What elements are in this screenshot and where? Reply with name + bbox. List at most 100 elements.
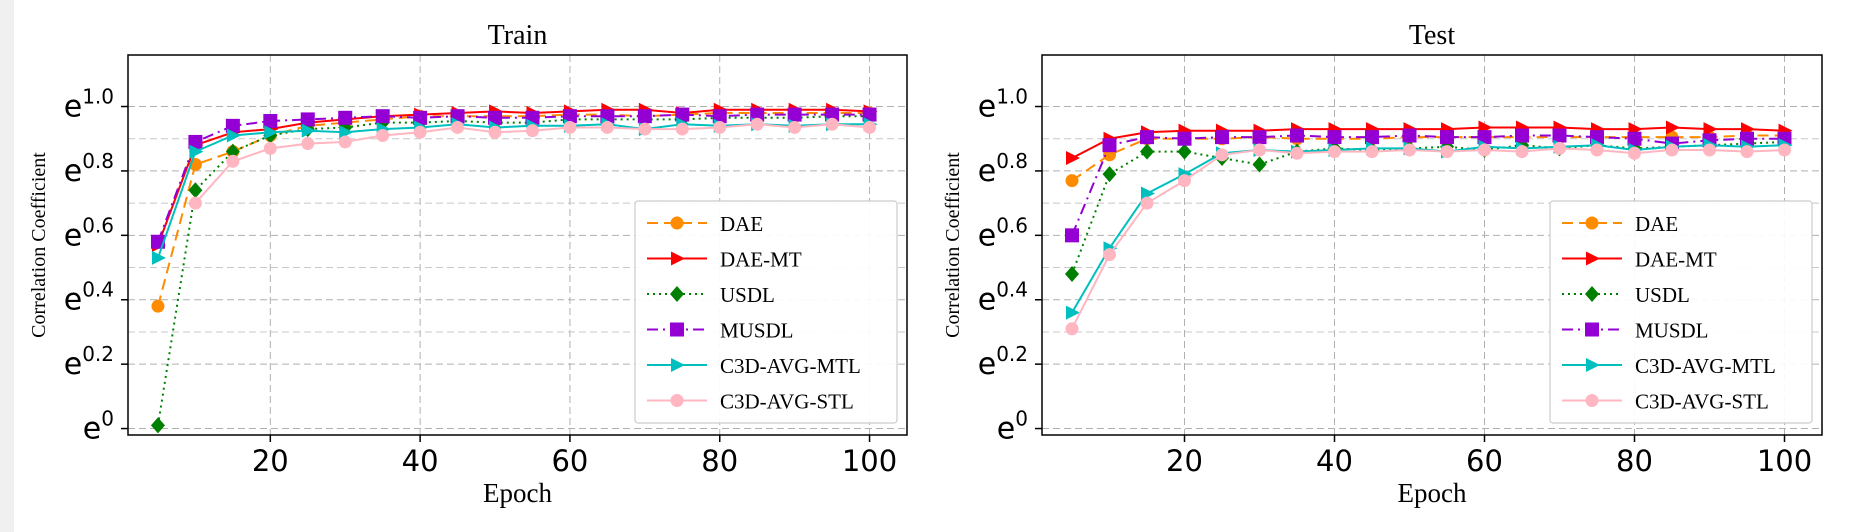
series-musdl bbox=[1065, 128, 1792, 243]
data-point bbox=[1703, 143, 1716, 157]
legend-label: DAE bbox=[1635, 212, 1678, 236]
data-point bbox=[1177, 143, 1192, 160]
data-point bbox=[188, 134, 203, 149]
y-tick-base: e bbox=[64, 283, 82, 318]
x-tick-label: 20 bbox=[1166, 444, 1203, 478]
legend: DAE DAE-MT USDL MUSDL C3D-AVG-MTL C3D-AVG-STL bbox=[1549, 200, 1813, 424]
y-tick-exponent: 0.4 bbox=[996, 278, 1028, 302]
legend-item: DAE bbox=[1562, 212, 1678, 236]
plot-frame bbox=[1041, 54, 1823, 436]
y-tick-exponent: 0.2 bbox=[82, 342, 114, 366]
legend-label: C3D-AVG-STL bbox=[1635, 390, 1769, 414]
data-point bbox=[150, 417, 165, 434]
legend-swatch-marker bbox=[670, 322, 684, 337]
data-point bbox=[226, 128, 241, 143]
legend-box bbox=[1549, 200, 1813, 424]
series-line bbox=[157, 115, 870, 426]
data-point bbox=[1627, 131, 1642, 146]
legend-item: DAE-MT bbox=[1562, 248, 1717, 272]
y-tick-exponent: 0 bbox=[101, 407, 114, 431]
legend-swatch-marker bbox=[670, 286, 684, 302]
y-axis-label: Correlation Coefficient bbox=[942, 152, 964, 338]
data-point bbox=[1066, 305, 1080, 320]
data-point bbox=[1327, 130, 1342, 145]
data-point bbox=[301, 123, 316, 138]
y-tick-exponent: 0.8 bbox=[82, 149, 114, 173]
legend-swatch-marker bbox=[670, 216, 684, 230]
legend-label: DAE-MT bbox=[1635, 248, 1717, 272]
y-tick-exponent: 0 bbox=[1015, 407, 1028, 431]
data-point bbox=[1102, 138, 1117, 153]
data-point bbox=[863, 120, 877, 134]
data-point bbox=[1103, 248, 1116, 262]
data-point bbox=[525, 124, 539, 138]
data-point bbox=[600, 120, 614, 134]
y-tick-exponent: 1.0 bbox=[82, 85, 114, 109]
data-point bbox=[1515, 145, 1529, 159]
y-tick-label: e1.0 bbox=[978, 85, 1028, 125]
legend-item: USDL bbox=[1562, 283, 1690, 307]
data-point bbox=[825, 107, 840, 122]
data-point bbox=[713, 120, 727, 134]
data-point bbox=[188, 196, 202, 210]
data-point bbox=[375, 109, 390, 124]
y-tick-exponent: 0.2 bbox=[996, 342, 1028, 366]
data-point bbox=[225, 143, 240, 160]
data-point bbox=[1365, 130, 1379, 145]
y-tick-label: e1.0 bbox=[64, 85, 114, 125]
data-point bbox=[1140, 196, 1154, 210]
data-point bbox=[451, 120, 465, 134]
data-point bbox=[638, 122, 652, 136]
y-tick-label: e0.6 bbox=[978, 213, 1028, 253]
data-point bbox=[1628, 146, 1641, 160]
y-tick-base: e bbox=[978, 283, 996, 318]
series-c3d-avg-stl bbox=[188, 117, 877, 210]
x-tick-label: 60 bbox=[1466, 444, 1503, 478]
data-point bbox=[1365, 145, 1379, 159]
data-point bbox=[1065, 322, 1079, 336]
data-point bbox=[338, 135, 352, 149]
data-point bbox=[1066, 151, 1080, 166]
legend-swatch-marker bbox=[671, 358, 685, 372]
y-tick-base: e bbox=[83, 412, 101, 447]
x-tick-label: 40 bbox=[1316, 444, 1353, 478]
data-point bbox=[301, 137, 315, 151]
y-tick-label: e0.4 bbox=[64, 278, 114, 318]
data-point bbox=[339, 125, 354, 140]
data-point bbox=[488, 125, 502, 139]
data-point bbox=[1552, 128, 1567, 143]
chart-panel-2: 20 40 60 80 100e0e0.2e0.4e0.6e0.8e1.0TestEpo… bbox=[942, 20, 1823, 508]
data-point bbox=[563, 120, 577, 134]
legend-item: MUSDL bbox=[647, 319, 794, 343]
y-axis-label: Correlation Coefficient bbox=[28, 152, 50, 338]
y-tick-label: e0.6 bbox=[64, 213, 114, 253]
x-tick-label: 80 bbox=[701, 444, 738, 478]
y-tick-exponent: 0.6 bbox=[82, 213, 114, 237]
data-point bbox=[1290, 146, 1304, 160]
data-point bbox=[675, 107, 690, 122]
data-point bbox=[225, 118, 240, 133]
y-tick-label: e0.2 bbox=[978, 342, 1028, 382]
legend-label: DAE bbox=[720, 212, 763, 236]
data-point bbox=[488, 110, 503, 125]
x-tick-label: 40 bbox=[402, 444, 439, 478]
legend-label: DAE-MT bbox=[720, 248, 802, 272]
data-point bbox=[1590, 143, 1604, 157]
x-axis-label: Epoch bbox=[483, 478, 552, 508]
chart-title: Test bbox=[1409, 20, 1455, 51]
data-point bbox=[413, 125, 427, 139]
legend-label: MUSDL bbox=[1635, 319, 1709, 343]
legend-item: C3D-AVG-MTL bbox=[1562, 354, 1776, 378]
data-point bbox=[1478, 143, 1491, 157]
data-point bbox=[1666, 120, 1680, 135]
chart-panel-1: 20 40 60 80 100e0e0.2e0.4e0.6e0.8e1.0TrainEp… bbox=[28, 20, 908, 508]
data-point bbox=[1215, 130, 1229, 145]
data-point bbox=[712, 109, 727, 124]
data-point bbox=[1140, 143, 1154, 160]
data-point bbox=[562, 109, 577, 124]
data-point bbox=[376, 129, 390, 143]
data-point bbox=[1102, 166, 1117, 183]
y-tick-exponent: 0.4 bbox=[82, 278, 114, 302]
data-point bbox=[825, 117, 839, 131]
